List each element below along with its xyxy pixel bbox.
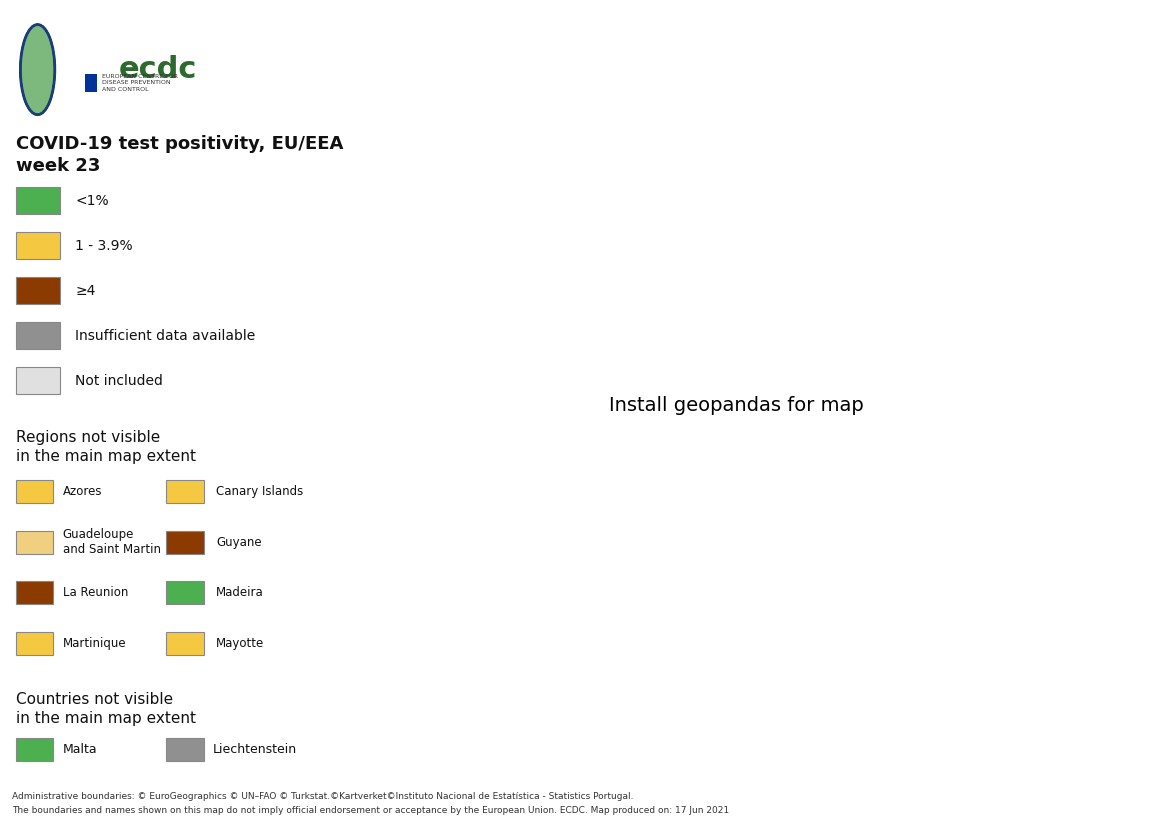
Text: COVID-19 test positivity, EU/EEA
week 23: COVID-19 test positivity, EU/EEA week 23	[16, 135, 343, 175]
Text: <1%: <1%	[75, 193, 109, 208]
Text: 1 - 3.9%: 1 - 3.9%	[75, 238, 132, 253]
Text: Countries not visible
in the main map extent: Countries not visible in the main map ex…	[16, 692, 196, 726]
FancyBboxPatch shape	[16, 480, 53, 503]
Text: Administrative boundaries: © EuroGeographics © UN–FAO © Turkstat.©Kartverket©Ins: Administrative boundaries: © EuroGeograp…	[12, 791, 633, 800]
FancyBboxPatch shape	[16, 367, 59, 394]
FancyBboxPatch shape	[166, 738, 204, 761]
Text: Malta: Malta	[63, 743, 97, 756]
Text: Guyane: Guyane	[216, 536, 262, 549]
FancyBboxPatch shape	[16, 531, 53, 554]
Text: La Reunion: La Reunion	[63, 586, 128, 600]
FancyBboxPatch shape	[16, 187, 59, 214]
Text: Liechtenstein: Liechtenstein	[213, 743, 297, 756]
FancyBboxPatch shape	[16, 632, 53, 655]
Text: Canary Islands: Canary Islands	[216, 485, 304, 498]
Text: ≥4: ≥4	[75, 283, 95, 298]
FancyBboxPatch shape	[85, 74, 97, 92]
Circle shape	[21, 25, 55, 115]
Text: Mayotte: Mayotte	[216, 637, 264, 650]
FancyBboxPatch shape	[16, 233, 59, 259]
FancyBboxPatch shape	[16, 581, 53, 604]
Text: ecdc: ecdc	[119, 55, 197, 84]
FancyBboxPatch shape	[166, 581, 204, 604]
Text: Guadeloupe
and Saint Martin: Guadeloupe and Saint Martin	[63, 528, 160, 556]
Text: Azores: Azores	[63, 485, 102, 498]
Text: Install geopandas for map: Install geopandas for map	[609, 396, 864, 415]
Text: EUROPEAN CENTRE FOR
DISEASE PREVENTION
AND CONTROL: EUROPEAN CENTRE FOR DISEASE PREVENTION A…	[102, 74, 177, 92]
Text: Insufficient data available: Insufficient data available	[75, 328, 255, 343]
Text: Not included: Not included	[75, 373, 164, 388]
FancyBboxPatch shape	[166, 480, 204, 503]
FancyBboxPatch shape	[166, 632, 204, 655]
Text: Regions not visible
in the main map extent: Regions not visible in the main map exte…	[16, 430, 196, 464]
Text: The boundaries and names shown on this map do not imply official endorsement or : The boundaries and names shown on this m…	[12, 806, 728, 815]
FancyBboxPatch shape	[16, 322, 59, 349]
FancyBboxPatch shape	[16, 277, 59, 304]
FancyBboxPatch shape	[16, 738, 53, 761]
Text: Madeira: Madeira	[216, 586, 263, 600]
Text: Martinique: Martinique	[63, 637, 126, 650]
FancyBboxPatch shape	[166, 531, 204, 554]
